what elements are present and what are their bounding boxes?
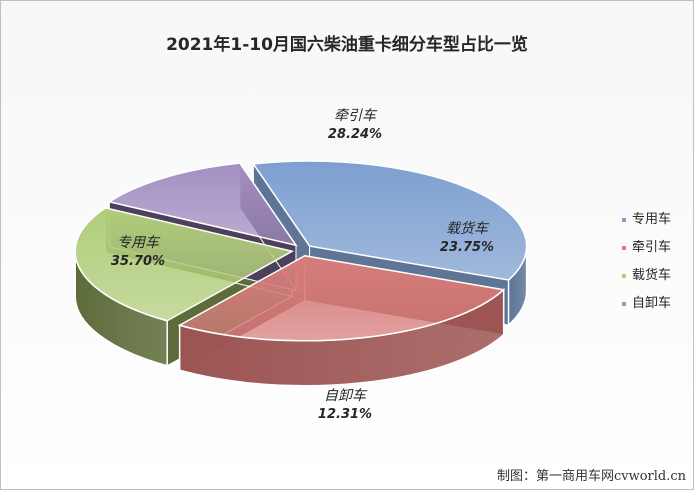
slice-1-label: 专用车 <box>117 235 161 251</box>
slice-3-value-label: 23.75% <box>440 240 494 255</box>
slice-4-value-label: 12.31% <box>318 407 372 422</box>
legend-swatch-2 <box>622 246 626 250</box>
legend-swatch-1 <box>622 218 626 222</box>
slice-1-top <box>252 160 528 281</box>
legend-swatch-3 <box>622 274 626 278</box>
slice-2-value-label: 28.24% <box>328 127 382 142</box>
slice-1-value-label: 35.70% <box>111 254 165 269</box>
slice-4-label: 自卸车 <box>324 388 368 404</box>
legend-entry-2: 牵引车 <box>632 239 671 255</box>
chart-credit: 制图：第一商用车网cvworld.cn <box>497 468 687 484</box>
pie-tops <box>74 160 528 342</box>
chart-title: 2021年1-10月国六柴油重卡细分车型占比一览 <box>166 34 528 55</box>
legend-entry-4: 自卸车 <box>632 295 671 311</box>
slice-2-top <box>177 254 506 342</box>
slice-3-label: 载货车 <box>446 221 490 237</box>
legend-swatch-4 <box>622 302 626 306</box>
pie-labels: 专用车 35.70% 牵引车 28.24% 载货车 23.75% 自卸车 12.31% <box>111 108 494 422</box>
legend-entry-1: 专用车 <box>632 211 671 227</box>
legend-entry-3: 载货车 <box>632 267 671 283</box>
slice-2-label: 牵引车 <box>334 108 378 124</box>
slice-3-top <box>74 207 295 322</box>
slice-4-top <box>107 162 298 247</box>
